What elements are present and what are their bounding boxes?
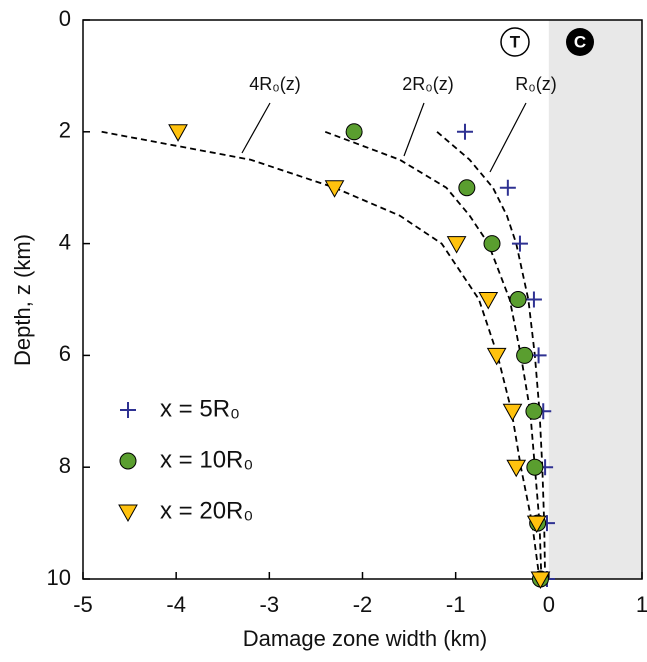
- dashed-curve: [101, 130, 541, 580]
- marker-circle: [509, 291, 527, 308]
- marker-triangle: [530, 571, 551, 590]
- x-axis-label: Damage zone width (km): [243, 626, 488, 651]
- dashed-curve: [436, 131, 547, 580]
- marker-circle: [458, 179, 476, 197]
- marker-plus: [530, 347, 547, 364]
- dashed-curve: [324, 130, 543, 580]
- y-axis-label: Depth, z (km): [10, 234, 35, 366]
- curve-label: R₀(z): [515, 74, 556, 94]
- marker-circle: [525, 402, 543, 420]
- marker-circle: [483, 235, 501, 253]
- marker-circle: [345, 123, 363, 141]
- region-label: T: [510, 32, 521, 51]
- legend-marker: [120, 402, 136, 418]
- y-tick-label: 6: [59, 341, 71, 366]
- y-tick-label: 0: [59, 6, 71, 31]
- legend-marker: [118, 504, 138, 523]
- region-badge: [500, 27, 530, 57]
- marker-triangle: [486, 347, 507, 366]
- marker-plus: [511, 235, 528, 252]
- x-tick-label: -2: [353, 592, 373, 617]
- marker-plus: [525, 291, 542, 308]
- marker-triangle: [324, 180, 345, 198]
- x-tick-label: -3: [260, 592, 280, 617]
- legend-label: x = 20R₀: [160, 497, 253, 524]
- plot-frame: [82, 19, 643, 580]
- legend-label: x = 10R₀: [160, 446, 253, 473]
- marker-triangle: [506, 459, 527, 478]
- x-tick-label: -4: [166, 592, 186, 617]
- marker-triangle: [168, 124, 188, 142]
- region-label: C: [574, 32, 586, 51]
- x-tick-label: 0: [543, 592, 555, 617]
- shaded-region: [548, 20, 642, 579]
- marker-plus: [456, 123, 473, 140]
- marker-triangle: [502, 403, 523, 422]
- x-tick-label: 1: [636, 592, 647, 617]
- curve-label: 4R₀(z): [249, 74, 300, 94]
- x-tick-label: -1: [446, 592, 466, 617]
- marker-plus: [499, 179, 516, 196]
- y-tick-label: 10: [47, 565, 71, 590]
- leader-line: [403, 102, 425, 157]
- marker-triangle: [478, 292, 499, 310]
- marker-triangle: [446, 236, 467, 254]
- y-tick-label: 8: [59, 453, 71, 478]
- legend-marker: [119, 452, 137, 470]
- leader-line: [489, 102, 527, 173]
- leader-line: [241, 102, 271, 154]
- region-badge: [566, 28, 594, 56]
- marker-circle: [516, 346, 534, 364]
- y-tick-label: 4: [59, 229, 71, 254]
- x-tick-label: -5: [73, 592, 93, 617]
- y-tick-label: 2: [59, 118, 71, 143]
- curve-label: 2R₀(z): [402, 74, 453, 94]
- legend-label: x = 5R₀: [160, 395, 240, 422]
- marker-triangle: [526, 515, 547, 534]
- marker-circle: [526, 458, 544, 476]
